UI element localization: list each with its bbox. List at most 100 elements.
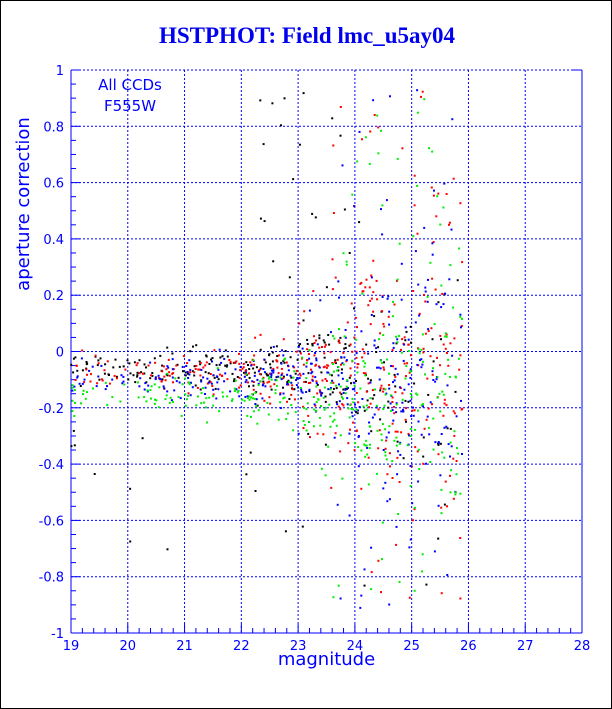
data-point — [441, 451, 444, 454]
data-point — [365, 444, 368, 447]
data-point — [206, 377, 209, 380]
data-point — [401, 401, 404, 404]
data-point — [122, 380, 125, 383]
data-point — [401, 147, 404, 150]
data-point — [73, 385, 76, 388]
data-point — [306, 359, 309, 362]
data-point — [239, 369, 242, 372]
data-point — [342, 391, 345, 394]
data-point — [430, 327, 433, 330]
data-point — [449, 441, 452, 444]
data-point — [294, 372, 297, 375]
data-point — [101, 379, 104, 382]
data-point — [176, 363, 179, 366]
data-point — [229, 362, 232, 365]
data-point — [395, 525, 398, 528]
data-point — [305, 362, 308, 365]
data-point — [357, 465, 360, 468]
data-point — [254, 403, 257, 405]
x-tick-label: 25 — [403, 639, 420, 654]
data-point — [277, 372, 280, 375]
data-point — [184, 374, 187, 377]
data-point — [235, 360, 238, 363]
data-point — [353, 336, 356, 339]
data-point — [321, 392, 324, 395]
data-point — [392, 300, 394, 303]
data-point — [345, 263, 348, 266]
data-point — [376, 114, 379, 117]
data-point — [322, 396, 325, 399]
data-point — [305, 408, 308, 411]
data-point — [424, 290, 427, 293]
data-point — [409, 434, 412, 437]
data-point — [329, 393, 332, 396]
y-tick-label: 0.2 — [43, 289, 64, 304]
data-point — [417, 409, 419, 412]
data-point — [402, 410, 405, 413]
data-point — [259, 373, 262, 376]
data-point — [445, 352, 448, 354]
data-point — [327, 334, 330, 336]
data-point — [378, 429, 381, 432]
data-point — [440, 433, 443, 435]
data-point — [272, 260, 275, 263]
data-point — [369, 402, 372, 405]
data-point — [348, 376, 351, 379]
data-point — [336, 358, 339, 361]
data-point — [355, 352, 358, 355]
data-point — [395, 279, 398, 282]
data-point — [434, 380, 437, 383]
data-point — [303, 423, 306, 426]
data-point — [346, 379, 349, 382]
data-point — [165, 394, 168, 397]
data-point — [387, 431, 390, 434]
data-point — [199, 374, 202, 377]
data-point — [295, 379, 298, 381]
data-point — [289, 356, 292, 359]
data-point — [270, 374, 273, 377]
x-tick-label: 20 — [120, 639, 137, 654]
data-point — [234, 379, 237, 382]
data-point — [275, 345, 278, 348]
data-point — [272, 367, 275, 370]
data-point — [403, 336, 406, 339]
data-point — [189, 394, 192, 397]
data-point — [396, 456, 399, 459]
data-point — [351, 397, 354, 400]
data-point — [392, 365, 394, 368]
data-point — [450, 228, 453, 231]
data-point — [343, 356, 346, 359]
data-point — [418, 314, 421, 317]
data-point — [370, 297, 373, 300]
data-point — [293, 398, 296, 401]
data-point — [243, 371, 245, 374]
data-point — [363, 365, 366, 368]
data-point — [449, 491, 452, 494]
data-point — [325, 286, 328, 289]
data-point — [360, 330, 363, 333]
data-point — [189, 368, 192, 371]
data-point — [330, 374, 333, 377]
data-point — [447, 443, 450, 446]
data-point — [297, 386, 300, 389]
data-point — [296, 377, 299, 379]
data-point — [391, 315, 394, 318]
data-point — [281, 349, 283, 352]
data-point — [388, 452, 391, 455]
data-point — [108, 382, 111, 385]
data-point — [329, 415, 332, 418]
data-point — [311, 212, 314, 215]
data-point — [199, 368, 201, 371]
data-point — [417, 480, 420, 483]
data-point — [127, 378, 130, 381]
data-point — [288, 380, 291, 383]
data-point — [259, 333, 262, 336]
data-point — [408, 371, 411, 374]
data-point — [420, 95, 422, 98]
data-point — [135, 364, 138, 367]
data-point — [394, 385, 397, 388]
data-point — [247, 372, 250, 375]
data-point — [382, 322, 385, 325]
data-point — [395, 444, 398, 447]
data-point — [364, 444, 367, 447]
